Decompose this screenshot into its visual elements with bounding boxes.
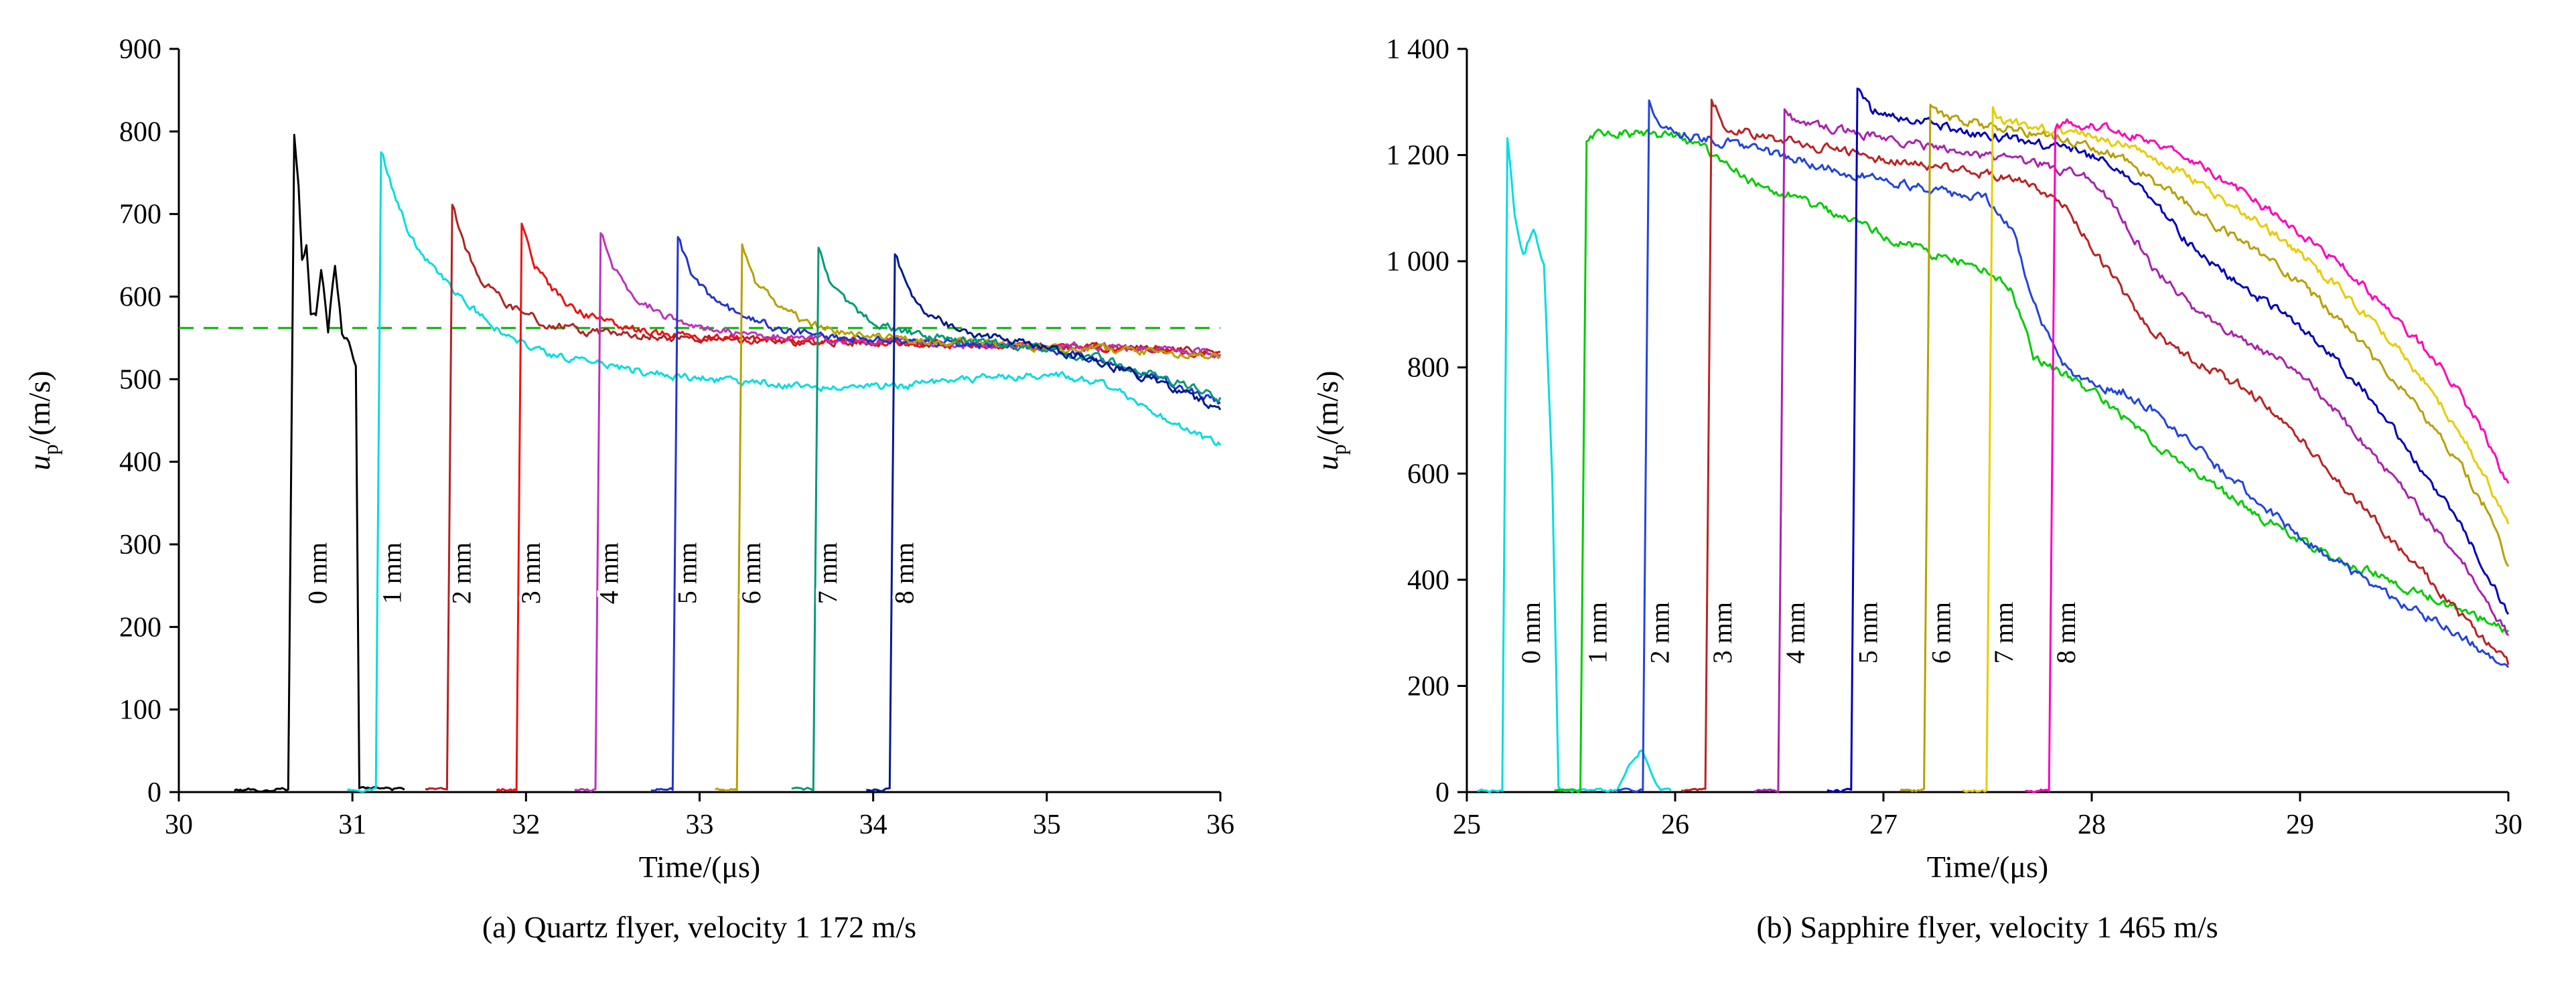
svg-text:2 mm: 2 mm [446,542,476,604]
svg-text:31: 31 [338,810,366,840]
caption-b: (b) Sapphire flyer, velocity 1 465 m/s [1756,910,2218,944]
svg-text:2 mm: 2 mm [1644,602,1674,664]
svg-text:200: 200 [119,612,161,643]
svg-text:100: 100 [119,695,161,726]
svg-text:28: 28 [2078,810,2106,840]
svg-text:29: 29 [2286,810,2314,840]
svg-text:27: 27 [1869,810,1898,840]
svg-text:6 mm: 6 mm [736,542,766,604]
svg-text:800: 800 [1407,353,1449,384]
svg-text:4 mm: 4 mm [593,542,624,604]
svg-text:1 mm: 1 mm [1582,602,1612,664]
chart-panel-b: 25 26 27 28 29 30 0 200 400 600 800 1 000 1 200 1 400… [1288,12,2576,945]
svg-text:35: 35 [1032,810,1060,840]
svg-text:30: 30 [165,810,193,840]
chart-b-sapphire: 25 26 27 28 29 30 0 200 400 600 800 1 000 1 200 1 400… [1310,34,2522,884]
svg-text:up/(m/s): up/(m/s) [1310,371,1350,471]
svg-text:0 mm: 0 mm [302,542,332,604]
svg-text:400: 400 [119,447,161,478]
svg-text:3 mm: 3 mm [1707,602,1737,664]
svg-text:6 mm: 6 mm [1926,602,1956,664]
svg-text:0: 0 [1435,777,1449,808]
svg-text:up/(m/s): up/(m/s) [22,371,62,471]
svg-text:500: 500 [119,364,161,395]
svg-text:400: 400 [1407,565,1449,596]
svg-text:300: 300 [119,530,161,560]
svg-text:8 mm: 8 mm [2051,602,2081,664]
svg-text:1 000: 1 000 [1386,246,1449,277]
svg-text:34: 34 [859,810,887,840]
svg-text:36: 36 [1206,810,1234,840]
svg-text:30: 30 [2494,810,2522,840]
svg-text:33: 33 [685,810,713,840]
svg-text:900: 900 [119,34,161,65]
svg-text:32: 32 [512,810,540,840]
svg-text:1 200: 1 200 [1386,141,1449,171]
svg-text:4 mm: 4 mm [1780,602,1810,664]
svg-text:25: 25 [1453,810,1481,840]
svg-text:26: 26 [1661,810,1689,840]
svg-text:1 mm: 1 mm [376,542,407,604]
svg-text:Time/(μs): Time/(μs) [1926,850,2048,884]
svg-text:5 mm: 5 mm [1853,602,1883,664]
svg-text:600: 600 [119,282,161,313]
caption-a: (a) Quartz flyer, velocity 1 172 m/s [482,910,917,944]
svg-text:3 mm: 3 mm [516,542,546,604]
svg-text:0 mm: 0 mm [1515,602,1545,664]
svg-text:0: 0 [147,777,161,808]
svg-text:200: 200 [1407,671,1449,702]
figure-velocity-profiles: 30 31 32 33 34 35 36 0 100 200 300 400 500 600 700 800 9… [0,12,2576,945]
svg-text:5 mm: 5 mm [672,542,702,604]
svg-text:Time/(μs): Time/(μs) [638,850,760,884]
svg-text:7 mm: 7 mm [812,542,843,604]
svg-text:600: 600 [1407,459,1449,489]
chart-a-quartz: 30 31 32 33 34 35 36 0 100 200 300 400 500 600 700 800 9… [22,34,1234,884]
svg-text:1 400: 1 400 [1386,34,1449,65]
chart-panel-a: 30 31 32 33 34 35 36 0 100 200 300 400 500 600 700 800 9… [0,12,1288,945]
svg-text:800: 800 [119,117,161,147]
svg-text:700: 700 [119,200,161,230]
svg-text:7 mm: 7 mm [1988,602,2018,664]
svg-text:8 mm: 8 mm [889,542,919,604]
